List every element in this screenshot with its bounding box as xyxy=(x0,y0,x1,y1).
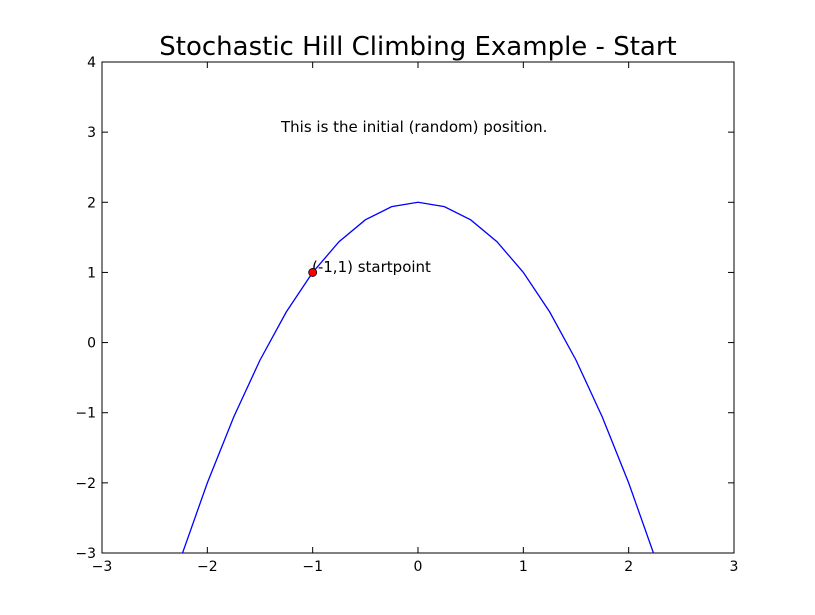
x-tick-label: −1 xyxy=(302,559,323,575)
y-tick-label: 4 xyxy=(87,55,96,71)
y-tick-label: 2 xyxy=(87,195,96,211)
x-tick-label: 1 xyxy=(519,559,528,575)
x-tick-label: −3 xyxy=(92,559,113,575)
annotation: (-1,1) startpoint xyxy=(312,258,431,276)
x-tick-label: 3 xyxy=(730,559,739,575)
y-tick-label: −1 xyxy=(75,406,96,422)
annotation: This is the initial (random) position. xyxy=(280,118,547,136)
curve xyxy=(181,201,655,553)
x-tick-label: −2 xyxy=(197,559,218,575)
y-tick-label: 3 xyxy=(87,125,96,141)
y-tick-label: −2 xyxy=(75,476,96,492)
y-tick-label: 0 xyxy=(87,336,96,352)
x-tick-label: 0 xyxy=(414,559,423,575)
y-tick-label: 1 xyxy=(87,265,96,281)
data-point xyxy=(308,268,318,277)
y-tick-label: −3 xyxy=(75,546,96,562)
x-tick-label: 2 xyxy=(624,559,633,575)
chart-title: Stochastic Hill Climbing Example - Start xyxy=(159,32,676,62)
